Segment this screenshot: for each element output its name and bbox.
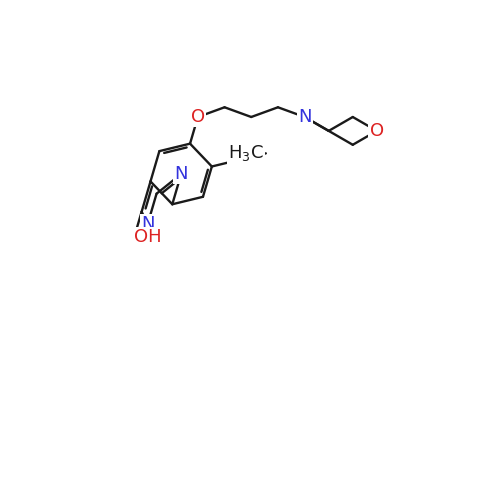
Text: N: N	[174, 165, 188, 183]
Text: O: O	[191, 108, 205, 126]
Text: O: O	[370, 122, 384, 140]
Text: N: N	[298, 108, 312, 126]
Text: H$_3$C: H$_3$C	[228, 144, 264, 164]
Text: OH: OH	[134, 228, 162, 246]
Text: O: O	[232, 151, 246, 169]
Text: N: N	[141, 215, 154, 233]
